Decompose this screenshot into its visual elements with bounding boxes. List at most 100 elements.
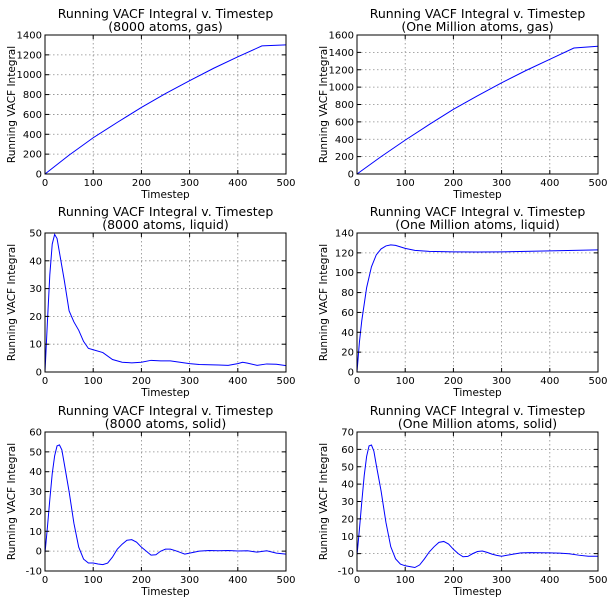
x-tick-label: 100 — [84, 178, 103, 189]
x-tick-label: 100 — [84, 376, 103, 387]
x-tick-label: 400 — [540, 575, 559, 586]
x-tick-label: 500 — [588, 376, 607, 387]
y-tick-label: 50 — [29, 447, 42, 458]
x-tick-label: 0 — [42, 376, 48, 387]
y-tick-label: 800 — [23, 90, 42, 101]
data-line — [44, 444, 287, 566]
y-tick-label: 1000 — [17, 70, 42, 81]
x-tick-label: 100 — [396, 178, 415, 189]
y-tick-label: 100 — [335, 268, 354, 279]
chart-panel-4: 0 100 200 300 400 500 0 20 40 60 80 100 120 140 Runnin… — [318, 204, 607, 399]
y-tick-label: 50 — [29, 229, 42, 240]
y-axis-label: Running VACF Integral — [6, 46, 18, 163]
y-tick-label: 800 — [335, 100, 354, 111]
y-tick-label: 40 — [341, 328, 354, 339]
x-tick-label: 200 — [444, 376, 463, 387]
axes-frame — [356, 232, 599, 373]
y-tick-label: 40 — [29, 467, 42, 478]
chart-title: Running VACF Integral v. Timestep — [370, 403, 586, 418]
y-tick-label: 30 — [341, 497, 354, 508]
x-tick-label: 400 — [228, 178, 247, 189]
x-tick-label: 100 — [396, 575, 415, 586]
y-tick-label: 60 — [341, 445, 354, 456]
y-tick-label: -10 — [26, 567, 42, 578]
y-tick-label: 10 — [29, 340, 42, 351]
chart-panel-6: 0 100 200 300 400 500-10010203040506070Runnin… — [318, 403, 607, 598]
y-tick-label: 80 — [341, 288, 354, 299]
x-tick-label: 0 — [354, 178, 360, 189]
gridlines — [356, 232, 599, 373]
y-tick-label: 1600 — [329, 31, 354, 42]
y-tick-label: 200 — [335, 152, 354, 163]
y-tick-label: 1200 — [17, 50, 42, 61]
y-tick-label: 140 — [335, 229, 354, 240]
x-axis-label: Timestep — [452, 189, 502, 201]
y-tick-label: 70 — [341, 428, 354, 439]
x-tick-label: 300 — [180, 376, 199, 387]
y-axis-label: Running VACF Integral — [318, 244, 330, 361]
x-axis-label: Timestep — [452, 387, 502, 399]
y-tick-label: 0 — [36, 547, 42, 558]
x-tick-label: 500 — [276, 575, 295, 586]
x-tick-label: 500 — [276, 376, 295, 387]
data-line — [356, 45, 599, 175]
chart-title: Running VACF Integral v. Timestep — [58, 204, 274, 219]
y-tick-label: 120 — [335, 248, 354, 259]
x-tick-label: 200 — [132, 575, 151, 586]
y-axis-label: Running VACF Integral — [6, 443, 18, 560]
plot-area — [45, 233, 286, 372]
x-tick-label: 400 — [540, 376, 559, 387]
chart-title: Running VACF Integral v. Timestep — [370, 204, 586, 219]
data-line — [44, 233, 287, 373]
y-tick-label: 1400 — [329, 48, 354, 59]
x-tick-label: 0 — [354, 575, 360, 586]
x-tick-label: 300 — [492, 575, 511, 586]
chart-subtitle: (8000 atoms, gas) — [108, 19, 223, 34]
x-tick-label: 0 — [42, 178, 48, 189]
y-tick-label: 0 — [36, 170, 42, 181]
x-tick-label: 200 — [132, 376, 151, 387]
chart-subtitle: (One Million atoms, liquid) — [395, 217, 559, 232]
x-tick-label: 200 — [444, 575, 463, 586]
chart-panel-3: 0 100 200 300 400 500 0 10 20 30 40 50 Running VACF … — [6, 204, 296, 399]
y-tick-label: 50 — [341, 462, 354, 473]
y-tick-label: 20 — [29, 507, 42, 518]
x-tick-label: 300 — [180, 178, 199, 189]
y-tick-label: -10 — [338, 567, 354, 578]
plot-area — [357, 233, 598, 372]
y-tick-label: 20 — [341, 514, 354, 525]
axes-frame — [44, 431, 287, 572]
x-tick-label: 500 — [276, 178, 295, 189]
x-axis-label: Timestep — [140, 189, 190, 201]
y-tick-label: 20 — [341, 348, 354, 359]
y-tick-label: 0 — [348, 170, 354, 181]
x-tick-label: 200 — [132, 178, 151, 189]
chart-subtitle: (One Million atoms, gas) — [401, 19, 553, 34]
x-axis-label: Timestep — [140, 586, 190, 598]
y-tick-label: 10 — [29, 527, 42, 538]
chart-title: Running VACF Integral v. Timestep — [370, 6, 586, 21]
plot-area — [45, 35, 286, 174]
axes-frame — [44, 232, 287, 373]
x-tick-label: 400 — [540, 178, 559, 189]
y-tick-label: 40 — [29, 256, 42, 267]
y-tick-label: 400 — [335, 135, 354, 146]
x-tick-label: 100 — [84, 575, 103, 586]
chart-panel-1: 0 100 200 300 400 500 0 200 400 600 800 1000 1200 140… — [6, 6, 296, 201]
x-tick-label: 300 — [492, 178, 511, 189]
x-tick-label: 200 — [444, 178, 463, 189]
data-line — [356, 244, 599, 373]
x-tick-label: 500 — [588, 178, 607, 189]
y-tick-label: 1400 — [17, 31, 42, 42]
y-tick-label: 0 — [36, 368, 42, 379]
data-line — [356, 444, 598, 569]
x-tick-label: 100 — [396, 376, 415, 387]
y-tick-label: 1200 — [329, 65, 354, 76]
y-tick-label: 0 — [348, 549, 354, 560]
chart-subtitle: (8000 atoms, liquid) — [102, 217, 229, 232]
y-axis-label: Running VACF Integral — [318, 443, 330, 560]
chart-title: Running VACF Integral v. Timestep — [58, 403, 274, 418]
y-tick-label: 600 — [335, 117, 354, 128]
y-axis-label: Running VACF Integral — [6, 244, 18, 361]
y-tick-label: 40 — [341, 480, 354, 491]
